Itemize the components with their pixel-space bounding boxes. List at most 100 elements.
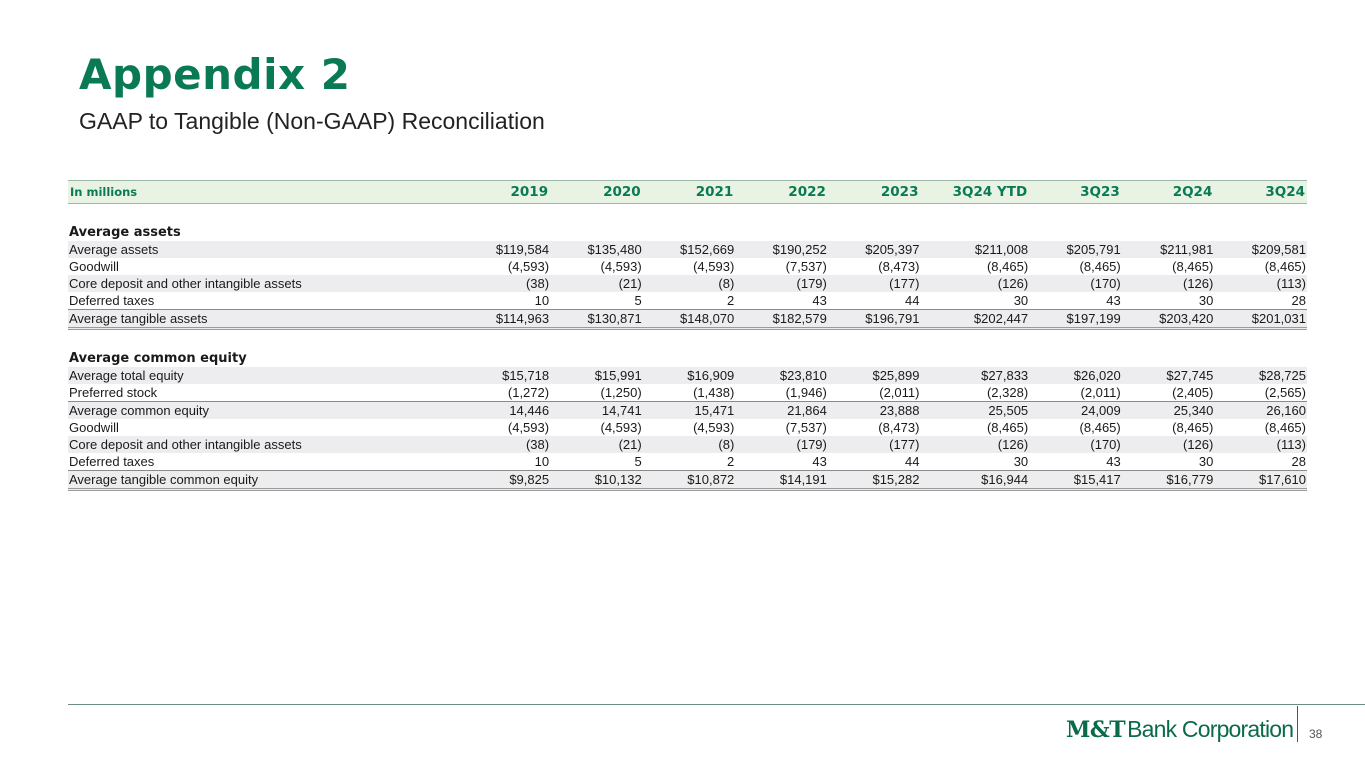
table-cell: (38) [457, 275, 551, 292]
table-row: Average total equity $15,718 $15,991 $16,90… [68, 367, 1307, 384]
table-cell: (8,465) [1172, 259, 1214, 274]
footer-divider [68, 704, 1365, 705]
row-label: Core deposit and other intangible assets [68, 275, 458, 292]
table-cell: $202,447 [920, 309, 1030, 330]
table-cell: 25,340 [1121, 401, 1215, 419]
table-cell: (113) [1214, 436, 1307, 453]
table-cell: $203,420 [1121, 309, 1215, 330]
table-cell: (177) [827, 275, 921, 292]
row-label: Goodwill [69, 420, 119, 435]
table-cell: (126) [1121, 275, 1215, 292]
column-header: 2021 [642, 180, 736, 204]
table-cell: 43 [1106, 293, 1121, 308]
reconciliation-table: In millions 2019 2020 2021 2022 2023 3Q2… [68, 180, 1307, 491]
table-cell: $196,791 [827, 309, 921, 330]
table-cell: (2,011) [1080, 385, 1121, 400]
table-cell: (2,328) [986, 385, 1029, 400]
table-cell: 24,009 [1029, 401, 1122, 419]
table-cell: $182,579 [735, 309, 828, 330]
table-cell: (8,465) [1079, 420, 1121, 435]
table-cell: $15,718 [457, 367, 551, 384]
table-cell: 43 [812, 293, 827, 308]
table-cell: 25,505 [920, 401, 1030, 419]
table-cell: (1,438) [693, 385, 735, 400]
table-cell: (1,946) [785, 385, 827, 400]
table-cell: 28 [1291, 454, 1306, 469]
table-cell: $27,833 [920, 367, 1030, 384]
table-cell: (8,473) [878, 259, 920, 274]
table-cell: (8) [642, 436, 736, 453]
table-cell: $28,725 [1214, 367, 1307, 384]
table-cell: $148,070 [642, 309, 736, 330]
column-header: 2020 [550, 180, 643, 204]
table-header-row: In millions 2019 2020 2021 2022 2023 3Q2… [68, 180, 1307, 204]
table-cell: 43 [812, 454, 827, 469]
table-cell: $10,872 [642, 470, 736, 491]
table-cell: (21) [550, 436, 643, 453]
table-cell: 30 [1198, 293, 1214, 308]
page-number: 38 [1309, 727, 1323, 741]
section-heading: Average common equity [69, 351, 247, 366]
table-cell: (4,593) [693, 420, 735, 435]
table-cell: $135,480 [550, 241, 643, 258]
table-cell: 43 [1106, 454, 1121, 469]
table-cell: 44 [905, 454, 920, 469]
table-cell: (126) [920, 275, 1030, 292]
table-cell: 30 [1013, 454, 1029, 469]
section-heading-row: Average assets [68, 223, 1307, 241]
table-cell: $23,810 [735, 367, 828, 384]
table-cell: $27,745 [1121, 367, 1215, 384]
table-cell: $119,584 [457, 241, 551, 258]
table-cell: $211,008 [920, 241, 1030, 258]
table-cell: (177) [827, 436, 921, 453]
table-cell: (126) [920, 436, 1030, 453]
row-label: Core deposit and other intangible assets [68, 436, 458, 453]
table-row: Goodwill (4,593) (4,593) (4,593) (7,537) (8,4… [68, 258, 1307, 275]
page-title: Appendix 2 [79, 50, 351, 99]
table-cell: $25,899 [827, 367, 921, 384]
table-cell: 23,888 [827, 401, 921, 419]
table-cell: 21,864 [735, 401, 828, 419]
company-logo: M&T Bank Corporation [1066, 716, 1294, 746]
table-row: Average tangible assets $114,963 $130,871 $… [68, 309, 1307, 330]
table-cell: (8) [642, 275, 736, 292]
row-label: Average assets [68, 241, 458, 258]
table-cell: $205,791 [1029, 241, 1122, 258]
table-cell: (8,473) [878, 420, 920, 435]
row-label: Goodwill [69, 259, 119, 274]
table-cell: $14,191 [735, 470, 828, 491]
table-cell: (4,593) [507, 259, 550, 274]
table-row: Deferred taxes 10 5 2 43 44 30 43 30 28 [68, 292, 1307, 310]
row-label: Deferred taxes [69, 454, 155, 469]
row-label: Preferred stock [69, 385, 158, 400]
table-row: Average assets $119,584 $135,480 $152,669 $1… [68, 241, 1307, 258]
table-cell: $16,909 [642, 367, 736, 384]
table-cell: (170) [1029, 275, 1122, 292]
table-cell: (113) [1214, 275, 1307, 292]
table-cell: $17,610 [1214, 470, 1307, 491]
row-label: Average tangible assets [68, 309, 458, 330]
table-row: Core deposit and other intangible assets… [68, 275, 1307, 292]
table-row: Average common equity 14,446 14,741 15,471 2… [68, 401, 1307, 419]
unit-label: In millions [68, 180, 458, 204]
table-cell: 26,160 [1214, 401, 1307, 419]
table-cell: 5 [634, 454, 642, 469]
table-cell: 5 [634, 293, 642, 308]
table-body: Average assets Average assets $119,584 $135… [68, 204, 1307, 491]
table-cell: (4,593) [600, 420, 642, 435]
table-cell: 10 [534, 293, 550, 308]
table-cell: 30 [1013, 293, 1029, 308]
table-cell: $190,252 [735, 241, 828, 258]
page-subtitle: GAAP to Tangible (Non-GAAP) Reconciliati… [79, 108, 545, 134]
table-cell: 30 [1198, 454, 1214, 469]
table-cell: $26,020 [1029, 367, 1122, 384]
table-cell: $114,963 [457, 309, 551, 330]
table-cell: (4,593) [600, 259, 642, 274]
row-label: Deferred taxes [69, 293, 155, 308]
table-cell: (21) [550, 275, 643, 292]
section-heading-row: Average common equity [68, 349, 1307, 367]
table-cell: 44 [905, 293, 920, 308]
table-cell: 10 [534, 454, 550, 469]
table-cell: (8,465) [1264, 420, 1306, 435]
row-label: Average tangible common equity [68, 470, 458, 491]
